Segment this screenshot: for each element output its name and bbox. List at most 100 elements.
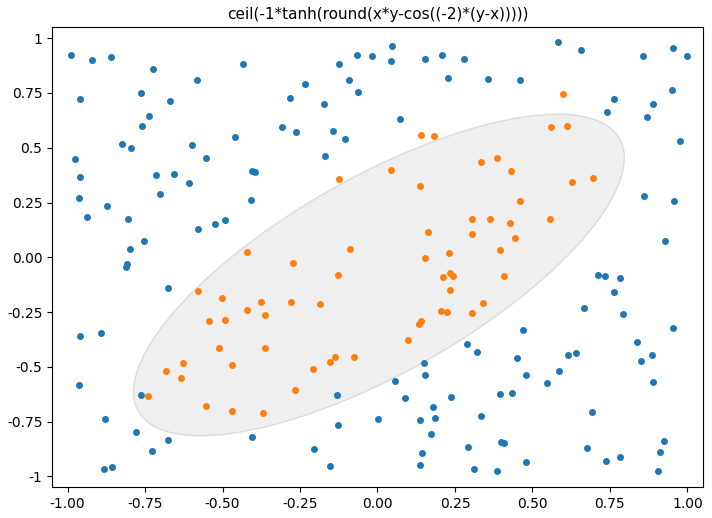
Point [333,175,345,183]
Point [285,94,296,102]
Point [641,112,652,121]
Point [557,90,569,98]
Point [343,76,355,84]
Point [461,340,473,349]
Point [414,416,426,424]
Point [514,76,525,84]
Point [608,288,619,296]
Point [276,123,288,132]
Point [436,51,448,59]
Point [147,65,159,73]
Point [444,249,455,257]
Point [505,167,516,176]
Point [466,215,478,223]
Point [419,370,430,379]
Point [414,182,425,190]
Point [667,44,679,52]
Point [325,357,336,366]
Point [646,351,658,359]
Point [419,55,431,64]
Point [658,437,669,445]
Point [566,178,577,186]
Point [339,135,350,143]
Point [600,457,612,465]
Point [419,254,430,263]
Point [414,461,426,469]
Point [288,258,299,267]
Point [216,294,228,302]
Point [116,140,127,148]
Point [475,158,486,166]
Point [75,94,86,103]
Point [520,371,531,379]
Point [135,89,147,97]
Point [98,465,110,473]
Point [494,246,506,254]
Point [122,215,134,224]
Point [681,52,692,60]
Point [542,379,553,387]
Point [137,122,148,131]
Point [226,361,237,369]
Point [509,234,520,242]
Point [334,60,345,68]
Point [319,100,330,109]
Point [332,271,343,279]
Point [445,393,456,401]
Point [498,439,510,447]
Point [125,144,137,152]
Point [491,466,503,474]
Point [142,392,153,400]
Point [290,128,302,137]
Point [482,75,493,83]
Point [258,409,269,417]
Point [617,310,629,318]
Point [135,391,147,399]
Point [638,192,649,200]
Point [436,307,447,315]
Point [209,220,221,228]
Point [241,248,253,256]
Point [659,237,671,246]
Point [144,112,155,120]
Point [333,421,344,429]
Point [155,190,166,198]
Point [505,219,516,227]
Title: ceil(-1*tanh(round(x*y-cos((-2)*(y-x))))): ceil(-1*tanh(round(x*y-cos((-2)*(y-x))))… [226,7,528,22]
Point [130,428,142,437]
Point [384,166,396,174]
Point [65,51,76,60]
Point [372,414,384,423]
Point [246,196,257,204]
Point [511,354,523,362]
Point [139,237,150,246]
Point [146,448,157,456]
Point [219,316,231,324]
Point [466,231,478,239]
Point [73,194,85,202]
Point [415,316,426,325]
Point [441,308,453,316]
Point [331,391,342,399]
Point [259,311,271,319]
Point [248,167,260,176]
Point [614,453,626,461]
Point [608,95,619,104]
Point [415,131,426,139]
Point [394,115,405,123]
Point [329,353,340,361]
Point [632,338,643,346]
Point [175,374,187,382]
Point [506,389,517,397]
Point [105,53,116,62]
Point [514,197,525,205]
Point [447,272,459,280]
Point [553,38,564,47]
Point [571,349,582,357]
Point [99,414,110,423]
Point [226,407,238,415]
Point [385,57,397,65]
Point [647,100,659,108]
Point [471,348,483,356]
Point [494,390,506,398]
